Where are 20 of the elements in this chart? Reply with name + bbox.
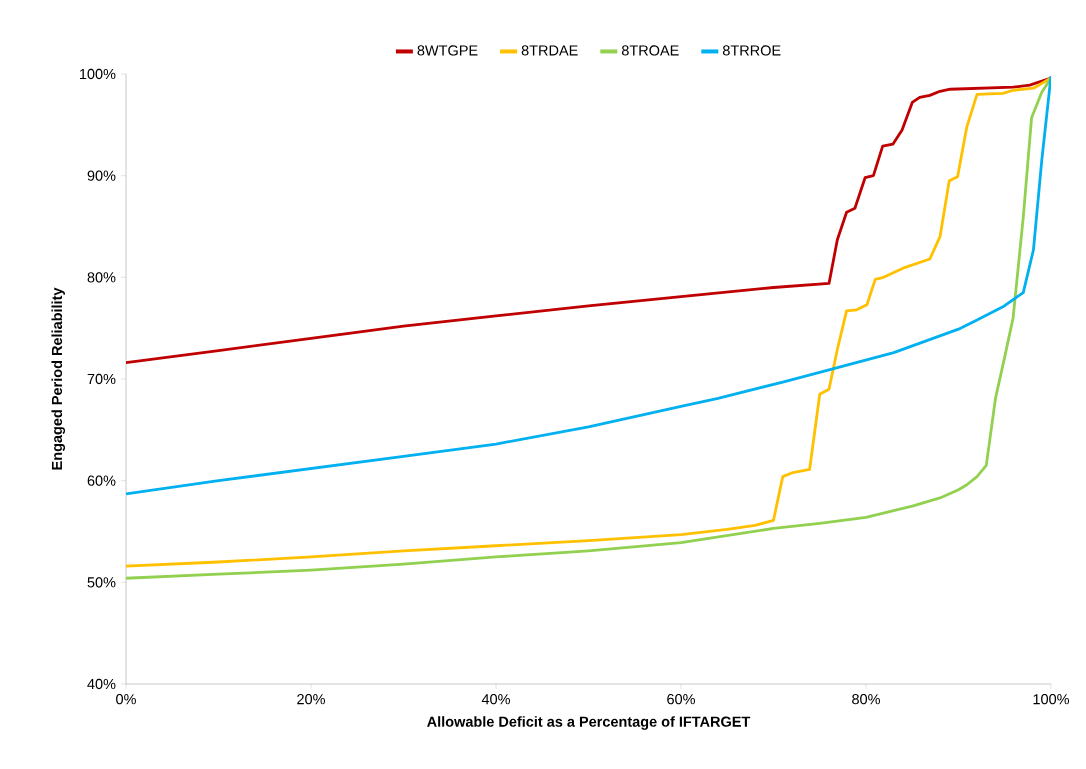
- x-tick-label: 0%: [116, 694, 136, 705]
- line-series: [126, 76, 1052, 365]
- x-axis-title: Allowable Deficit as a Percentage of IFTARGET: [427, 716, 751, 730]
- y-tick-label: 90%: [87, 170, 116, 181]
- y-tick-label: 100%: [79, 68, 116, 80]
- x-tick-label: 100%: [1033, 694, 1070, 705]
- y-tick-label: 50%: [87, 577, 116, 588]
- y-tick-label: 60%: [87, 475, 116, 486]
- y-tick-label: 70%: [87, 373, 116, 385]
- x-tick-label: 20%: [297, 694, 325, 705]
- x-tick-label: 80%: [852, 694, 880, 705]
- y-tick-label: 40%: [87, 678, 116, 690]
- legend-label: 8TROAE: [621, 45, 679, 56]
- y-axis-title: Engaged Period Reliability: [51, 287, 66, 470]
- x-tick-label: 60%: [667, 694, 695, 705]
- x-tick-label: 40%: [481, 694, 510, 705]
- legend-label: 8TRROE: [722, 45, 781, 56]
- y-tick-label: 80%: [87, 272, 116, 283]
- legend-label: 8TRDAE: [521, 45, 578, 56]
- legend-label: 8WTGPE: [417, 45, 478, 56]
